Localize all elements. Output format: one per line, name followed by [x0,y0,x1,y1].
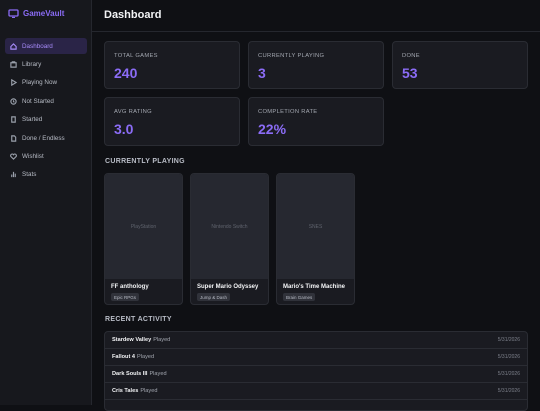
nav-item[interactable]: Library [5,56,87,72]
nav-item[interactable]: Stats [5,166,87,182]
nav-item[interactable]: Dashboard [5,38,87,54]
stat-card: CURRENTLY PLAYING 3 [248,41,384,89]
activity-game: Stardew Valley [112,337,152,343]
nav-label: Started [22,115,43,123]
nav-item[interactable]: Not Started [5,93,87,109]
nav-label: Dashboard [22,42,53,50]
stat-card: AVG RATING 3.0 [104,97,240,146]
game-card[interactable]: Nintendo Switch Super Mario Odyssey Jump &… [190,173,269,305]
stat-label: AVG RATING [114,109,152,115]
game-tag: Jump & Dash [197,293,231,301]
brand-name: GameVault [23,9,65,18]
game-card[interactable]: PlayStation FF anthology Epic RPGs [104,173,183,305]
stat-value: 240 [114,65,138,81]
game-title: FF anthology [111,284,149,290]
activity-action: Played [153,337,171,343]
game-title: Mario's Time Machine [283,284,346,290]
nav-item[interactable]: Playing Now [5,74,87,90]
nav-item[interactable]: Started [5,111,87,127]
stat-label: TOTAL GAMES [114,53,158,59]
nav-label: Not Started [22,97,54,105]
activity-date: 5/31/2026 [497,337,520,343]
activity-action: Played [149,371,167,377]
activity-row[interactable]: Dark Souls III Played 5/31/2026 [105,366,527,383]
activity-row[interactable]: Fallout 4 Played 5/31/2026 [105,349,527,366]
activity-game: Dark Souls III [112,371,148,377]
activity-row[interactable]: Cris Tales Played 5/31/2026 [105,383,527,400]
game-tag: Epic RPGs [111,293,140,301]
nav-label: Playing Now [22,78,57,86]
section-heading: CURRENTLY PLAYING [105,158,185,165]
nav-label: Stats [22,170,37,178]
activity-date: 5/31/2026 [497,371,520,377]
stat-value: 53 [402,65,418,81]
stat-value: 3.0 [114,121,134,137]
activity-date: 5/31/2026 [497,354,520,360]
game-title: Super Mario Odyssey [197,284,259,290]
stat-card: DONE 53 [392,41,528,89]
game-card[interactable]: SNES Mario's Time Machine Brain Games [276,173,355,305]
stat-value: 3 [258,65,266,81]
game-platform: Nintendo Switch [191,174,268,279]
section-heading: RECENT ACTIVITY [105,316,172,323]
activity-game: Cris Tales [112,388,139,394]
header: Dashboard [92,0,540,32]
activity-date: 5/31/2026 [497,388,520,394]
game-platform: SNES [277,174,354,279]
activity-game: Fallout 4 [112,354,135,360]
sidebar: GameVault Dashboard Library Playing Now … [0,0,92,405]
nav-label: Done / Endless [22,134,65,142]
nav-item[interactable]: Done / Endless [5,130,87,146]
nav-label: Library [22,60,42,68]
brand[interactable]: GameVault [8,9,64,18]
stat-label: CURRENTLY PLAYING [258,53,325,59]
activity-row[interactable]: Stardew Valley Played 5/31/2026 [105,332,527,349]
stat-value: 22% [258,121,287,137]
stat-card: COMPLETION RATE 22% [248,97,384,146]
nav-label: Wishlist [22,152,44,160]
game-tag: Brain Games [283,293,316,301]
game-platform: PlayStation [105,174,182,279]
page-title: Dashboard [104,9,162,21]
stat-card: TOTAL GAMES 240 [104,41,240,89]
activity-action: Played [137,354,155,360]
activity-action: Played [140,388,158,394]
stat-label: DONE [402,53,420,59]
stat-label: COMPLETION RATE [258,109,318,115]
nav-item[interactable]: Wishlist [5,148,87,164]
